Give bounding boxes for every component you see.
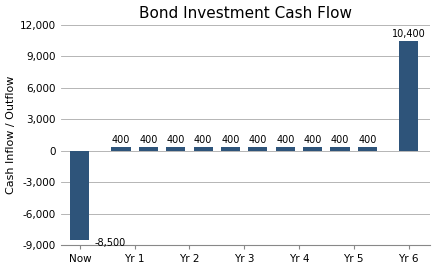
Text: 400: 400 (221, 135, 240, 145)
Text: 10,400: 10,400 (392, 29, 426, 39)
Bar (70, 151, 89, 240)
Bar (303, 147, 322, 151)
Bar (111, 147, 130, 151)
Bar (139, 147, 158, 151)
Text: 400: 400 (249, 135, 267, 145)
Text: 400: 400 (358, 135, 377, 145)
Bar (221, 147, 240, 151)
Bar (194, 147, 213, 151)
Bar (399, 41, 418, 151)
Bar (276, 147, 295, 151)
Text: 400: 400 (194, 135, 212, 145)
Text: 400: 400 (276, 135, 294, 145)
Bar (330, 147, 350, 151)
Text: 400: 400 (139, 135, 157, 145)
Text: 400: 400 (167, 135, 185, 145)
Text: 400: 400 (112, 135, 130, 145)
Text: -8,500: -8,500 (95, 238, 126, 248)
Bar (249, 147, 268, 151)
Text: 400: 400 (331, 135, 349, 145)
Bar (358, 147, 377, 151)
Bar (166, 147, 185, 151)
Text: 400: 400 (303, 135, 322, 145)
Title: Bond Investment Cash Flow: Bond Investment Cash Flow (139, 6, 352, 21)
Y-axis label: Cash Inflow / Outflow: Cash Inflow / Outflow (6, 76, 16, 194)
